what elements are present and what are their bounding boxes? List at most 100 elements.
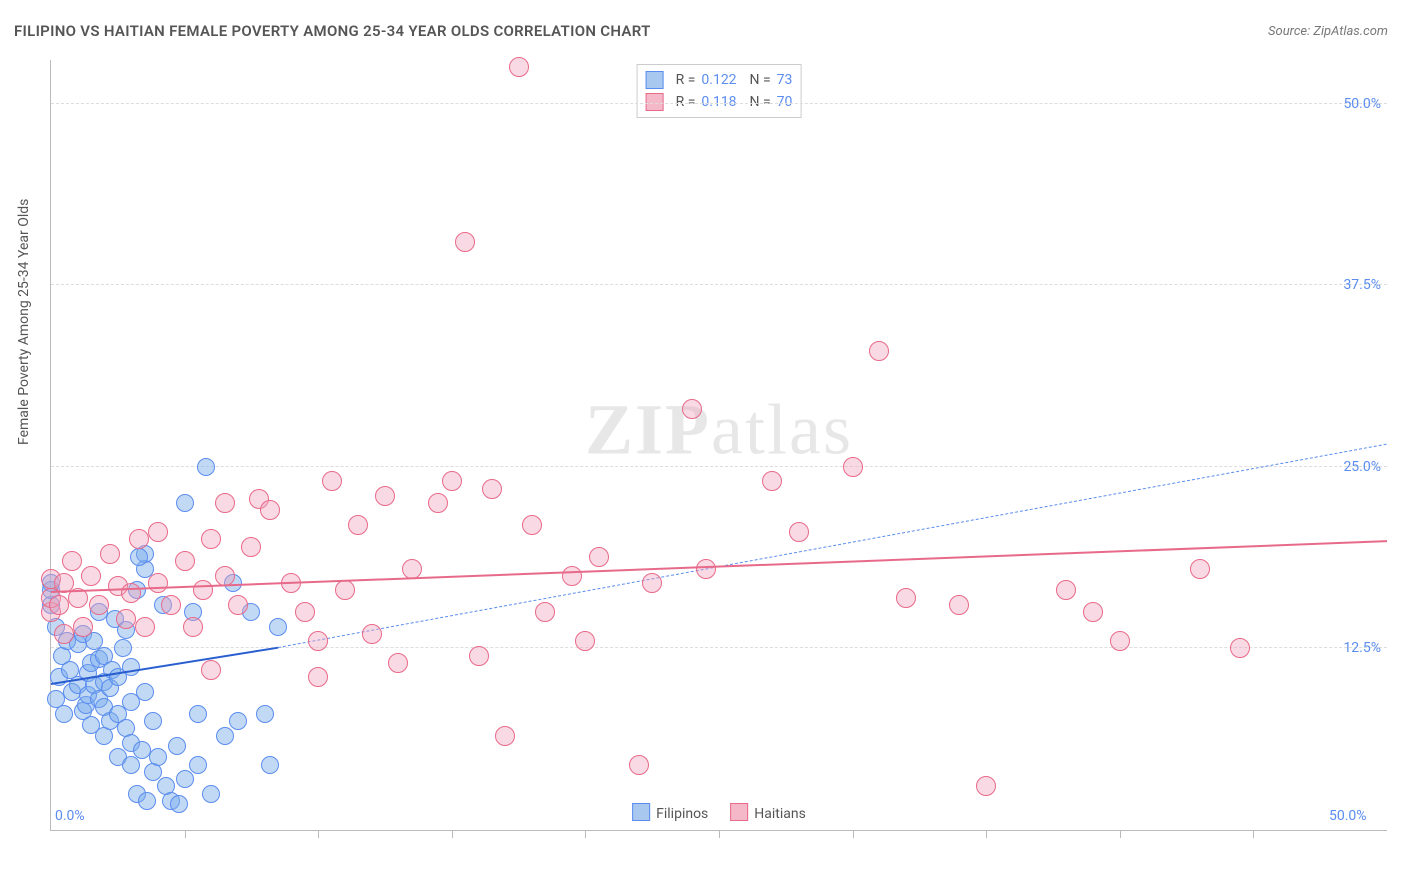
- y-tick-label: 12.5%: [1343, 640, 1381, 656]
- data-point: [495, 726, 515, 746]
- gridline: [51, 466, 1387, 467]
- data-point: [469, 646, 489, 666]
- data-point: [260, 500, 280, 520]
- data-point: [976, 776, 996, 796]
- gridline: [51, 103, 1387, 104]
- data-point: [100, 544, 120, 564]
- data-point: [49, 595, 69, 615]
- data-point: [189, 756, 207, 774]
- data-point: [149, 748, 167, 766]
- data-point: [535, 602, 555, 622]
- data-point: [114, 639, 132, 657]
- data-point: [589, 547, 609, 567]
- data-point: [121, 583, 141, 603]
- x-tick: [719, 830, 720, 838]
- data-point: [135, 617, 155, 637]
- data-point: [256, 705, 274, 723]
- data-point: [949, 595, 969, 615]
- x-tick-label: 0.0%: [55, 808, 85, 824]
- x-tick: [452, 830, 453, 838]
- data-point: [136, 683, 154, 701]
- data-point: [168, 737, 186, 755]
- x-tick: [318, 830, 319, 838]
- data-point: [161, 595, 181, 615]
- data-point: [148, 522, 168, 542]
- data-point: [261, 756, 279, 774]
- data-point: [575, 631, 595, 651]
- data-point: [322, 471, 342, 491]
- stats-legend-row: R = 0.122 N = 73: [646, 69, 793, 91]
- data-point: [201, 529, 221, 549]
- data-point: [789, 522, 809, 542]
- data-point: [130, 548, 148, 566]
- data-point: [896, 588, 916, 608]
- data-point: [335, 580, 355, 600]
- data-point: [388, 653, 408, 673]
- data-point: [455, 232, 475, 252]
- y-tick-label: 25.0%: [1343, 459, 1381, 475]
- series-legend: Filipinos Haitians: [632, 803, 806, 822]
- y-tick-label: 50.0%: [1343, 96, 1381, 112]
- y-tick-label: 37.5%: [1343, 277, 1381, 293]
- x-tick: [1253, 830, 1254, 838]
- data-point: [348, 515, 368, 535]
- data-point: [144, 712, 162, 730]
- data-point: [183, 617, 203, 637]
- data-point: [148, 573, 168, 593]
- legend-item: Haitians: [730, 803, 806, 822]
- data-point: [215, 493, 235, 513]
- data-point: [1083, 602, 1103, 622]
- data-point: [216, 727, 234, 745]
- data-point: [201, 660, 221, 680]
- data-point: [295, 602, 315, 622]
- source-label: Source: ZipAtlas.com: [1268, 24, 1388, 39]
- data-point: [176, 494, 194, 512]
- data-point: [1056, 580, 1076, 600]
- data-point: [176, 770, 194, 788]
- x-tick: [1120, 830, 1121, 838]
- data-point: [482, 479, 502, 499]
- data-point: [215, 566, 235, 586]
- data-point: [62, 551, 82, 571]
- data-point: [202, 785, 220, 803]
- legend-item: Filipinos: [632, 803, 708, 822]
- data-point: [869, 341, 889, 361]
- data-point: [629, 755, 649, 775]
- data-point: [762, 471, 782, 491]
- chart-title: FILIPINO VS HAITIAN FEMALE POVERTY AMONG…: [14, 22, 651, 40]
- data-point: [308, 667, 328, 687]
- data-point: [73, 617, 93, 637]
- gridline: [51, 647, 1387, 648]
- data-point: [696, 559, 716, 579]
- data-point: [428, 493, 448, 513]
- data-point: [193, 580, 213, 600]
- data-point: [197, 458, 215, 476]
- x-tick: [185, 830, 186, 838]
- gridline: [51, 284, 1387, 285]
- data-point: [362, 624, 382, 644]
- data-point: [1230, 638, 1250, 658]
- data-point: [442, 471, 462, 491]
- data-point: [189, 705, 207, 723]
- data-point: [229, 712, 247, 730]
- stats-legend: R = 0.122 N = 73 R = 0.118 N = 70: [637, 64, 802, 118]
- data-point: [55, 705, 73, 723]
- data-point: [642, 573, 662, 593]
- data-point: [122, 658, 140, 676]
- data-point: [375, 486, 395, 506]
- data-point: [522, 515, 542, 535]
- data-point: [170, 795, 188, 813]
- data-point: [682, 399, 702, 419]
- data-point: [175, 551, 195, 571]
- watermark: ZIPatlas: [585, 388, 853, 471]
- data-point: [402, 559, 422, 579]
- x-tick-label: 50.0%: [1329, 808, 1367, 824]
- data-point: [129, 529, 149, 549]
- data-point: [54, 624, 74, 644]
- plot-area: ZIPatlas R = 0.122 N = 73 R = 0.118 N = …: [50, 60, 1387, 831]
- x-tick: [853, 830, 854, 838]
- data-point: [116, 609, 136, 629]
- y-axis-title: Female Poverty Among 25-34 Year Olds: [16, 199, 32, 445]
- data-point: [843, 457, 863, 477]
- data-point: [1190, 559, 1210, 579]
